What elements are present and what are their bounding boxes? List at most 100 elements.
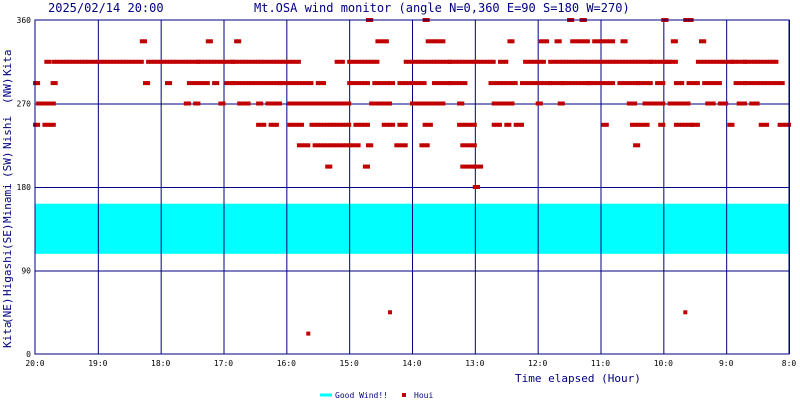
houi-point <box>513 122 518 127</box>
houi-point <box>538 39 543 44</box>
houi-point <box>55 59 59 64</box>
houi-point <box>714 59 719 64</box>
houi-point <box>447 81 452 86</box>
houi-point <box>545 81 550 86</box>
houi-point <box>353 143 358 148</box>
houi-point <box>287 81 292 86</box>
houi-point <box>362 164 367 169</box>
houi-point <box>425 122 430 127</box>
houi-point <box>573 59 578 64</box>
houi-point <box>246 81 251 86</box>
houi-point <box>111 59 116 64</box>
houi-point <box>667 101 672 106</box>
houi-point <box>208 59 213 64</box>
houi-point <box>130 59 135 64</box>
houi-point <box>683 101 688 106</box>
houi-point <box>595 59 600 64</box>
houi-point <box>746 81 751 86</box>
houi-point <box>42 101 47 106</box>
houi-point <box>432 59 436 64</box>
houi-point <box>498 81 502 86</box>
houi-point <box>212 81 217 86</box>
houi-point <box>670 101 675 106</box>
houi-point <box>83 59 88 64</box>
houi-point <box>774 81 779 86</box>
y-tick-label: 270 <box>17 100 32 109</box>
houi-point <box>218 101 223 106</box>
houi-point <box>617 81 622 86</box>
houi-point <box>378 81 383 86</box>
y-tick-label: 360 <box>17 16 32 25</box>
houi-point <box>677 122 681 127</box>
houi-point <box>585 39 590 44</box>
houi-point <box>372 101 377 106</box>
houi-point <box>391 81 396 86</box>
houi-point <box>450 59 455 64</box>
houi-point <box>614 59 619 64</box>
houi-point <box>705 81 710 86</box>
houi-point <box>284 81 289 86</box>
houi-point <box>359 59 364 64</box>
houi-point <box>315 122 320 127</box>
houi-point <box>541 59 546 64</box>
houi-point <box>617 59 622 64</box>
houi-point <box>711 81 716 86</box>
houi-point <box>629 81 634 86</box>
houi-point <box>48 122 53 127</box>
houi-point <box>551 81 556 86</box>
houi-point <box>234 59 239 64</box>
houi-point <box>422 101 427 106</box>
houi-point <box>165 81 169 86</box>
houi-point <box>419 81 424 86</box>
houi-point <box>629 59 634 64</box>
houi-point <box>557 39 562 44</box>
houi-point <box>491 101 496 106</box>
houi-point <box>469 164 474 169</box>
houi-point <box>47 59 52 64</box>
houi-point <box>259 101 264 106</box>
houi-point <box>171 59 176 64</box>
houi-point <box>366 164 370 169</box>
houi-point <box>296 101 301 106</box>
houi-point <box>765 59 769 64</box>
houi-point <box>777 81 782 86</box>
houi-point <box>705 101 710 106</box>
y-axis-tick-labels: 0 90 180 270 360 <box>17 16 32 359</box>
houi-point <box>768 81 773 86</box>
houi-point <box>384 39 389 44</box>
houi-point <box>42 122 47 127</box>
houi-point <box>337 122 342 127</box>
houi-point <box>472 59 477 64</box>
houi-point <box>460 143 465 148</box>
houi-point <box>673 59 678 64</box>
houi-point <box>278 81 283 86</box>
houi-point <box>576 39 581 44</box>
houi-point <box>658 122 663 127</box>
houi-point <box>268 59 273 64</box>
houi-point <box>397 143 402 148</box>
houi-point <box>752 101 757 106</box>
houi-point <box>510 81 515 86</box>
houi-point <box>183 101 188 106</box>
houi-point <box>538 101 543 106</box>
houi-point <box>67 59 72 64</box>
houi-point <box>356 59 361 64</box>
houi-point <box>362 59 367 64</box>
houi-point <box>567 59 572 64</box>
houi-point <box>523 59 528 64</box>
houi-point <box>689 81 694 86</box>
houi-point <box>523 81 528 86</box>
houi-point <box>689 122 694 127</box>
houi-point <box>708 81 713 86</box>
houi-point <box>463 59 468 64</box>
houi-point <box>381 101 386 106</box>
houi-point <box>73 59 78 64</box>
houi-point <box>463 164 468 169</box>
houi-point <box>711 59 716 64</box>
houi-point <box>199 81 204 86</box>
houi-point <box>262 81 267 86</box>
houi-point <box>460 101 465 106</box>
houi-point <box>80 59 85 64</box>
houi-point <box>86 59 91 64</box>
houi-point <box>306 143 311 148</box>
